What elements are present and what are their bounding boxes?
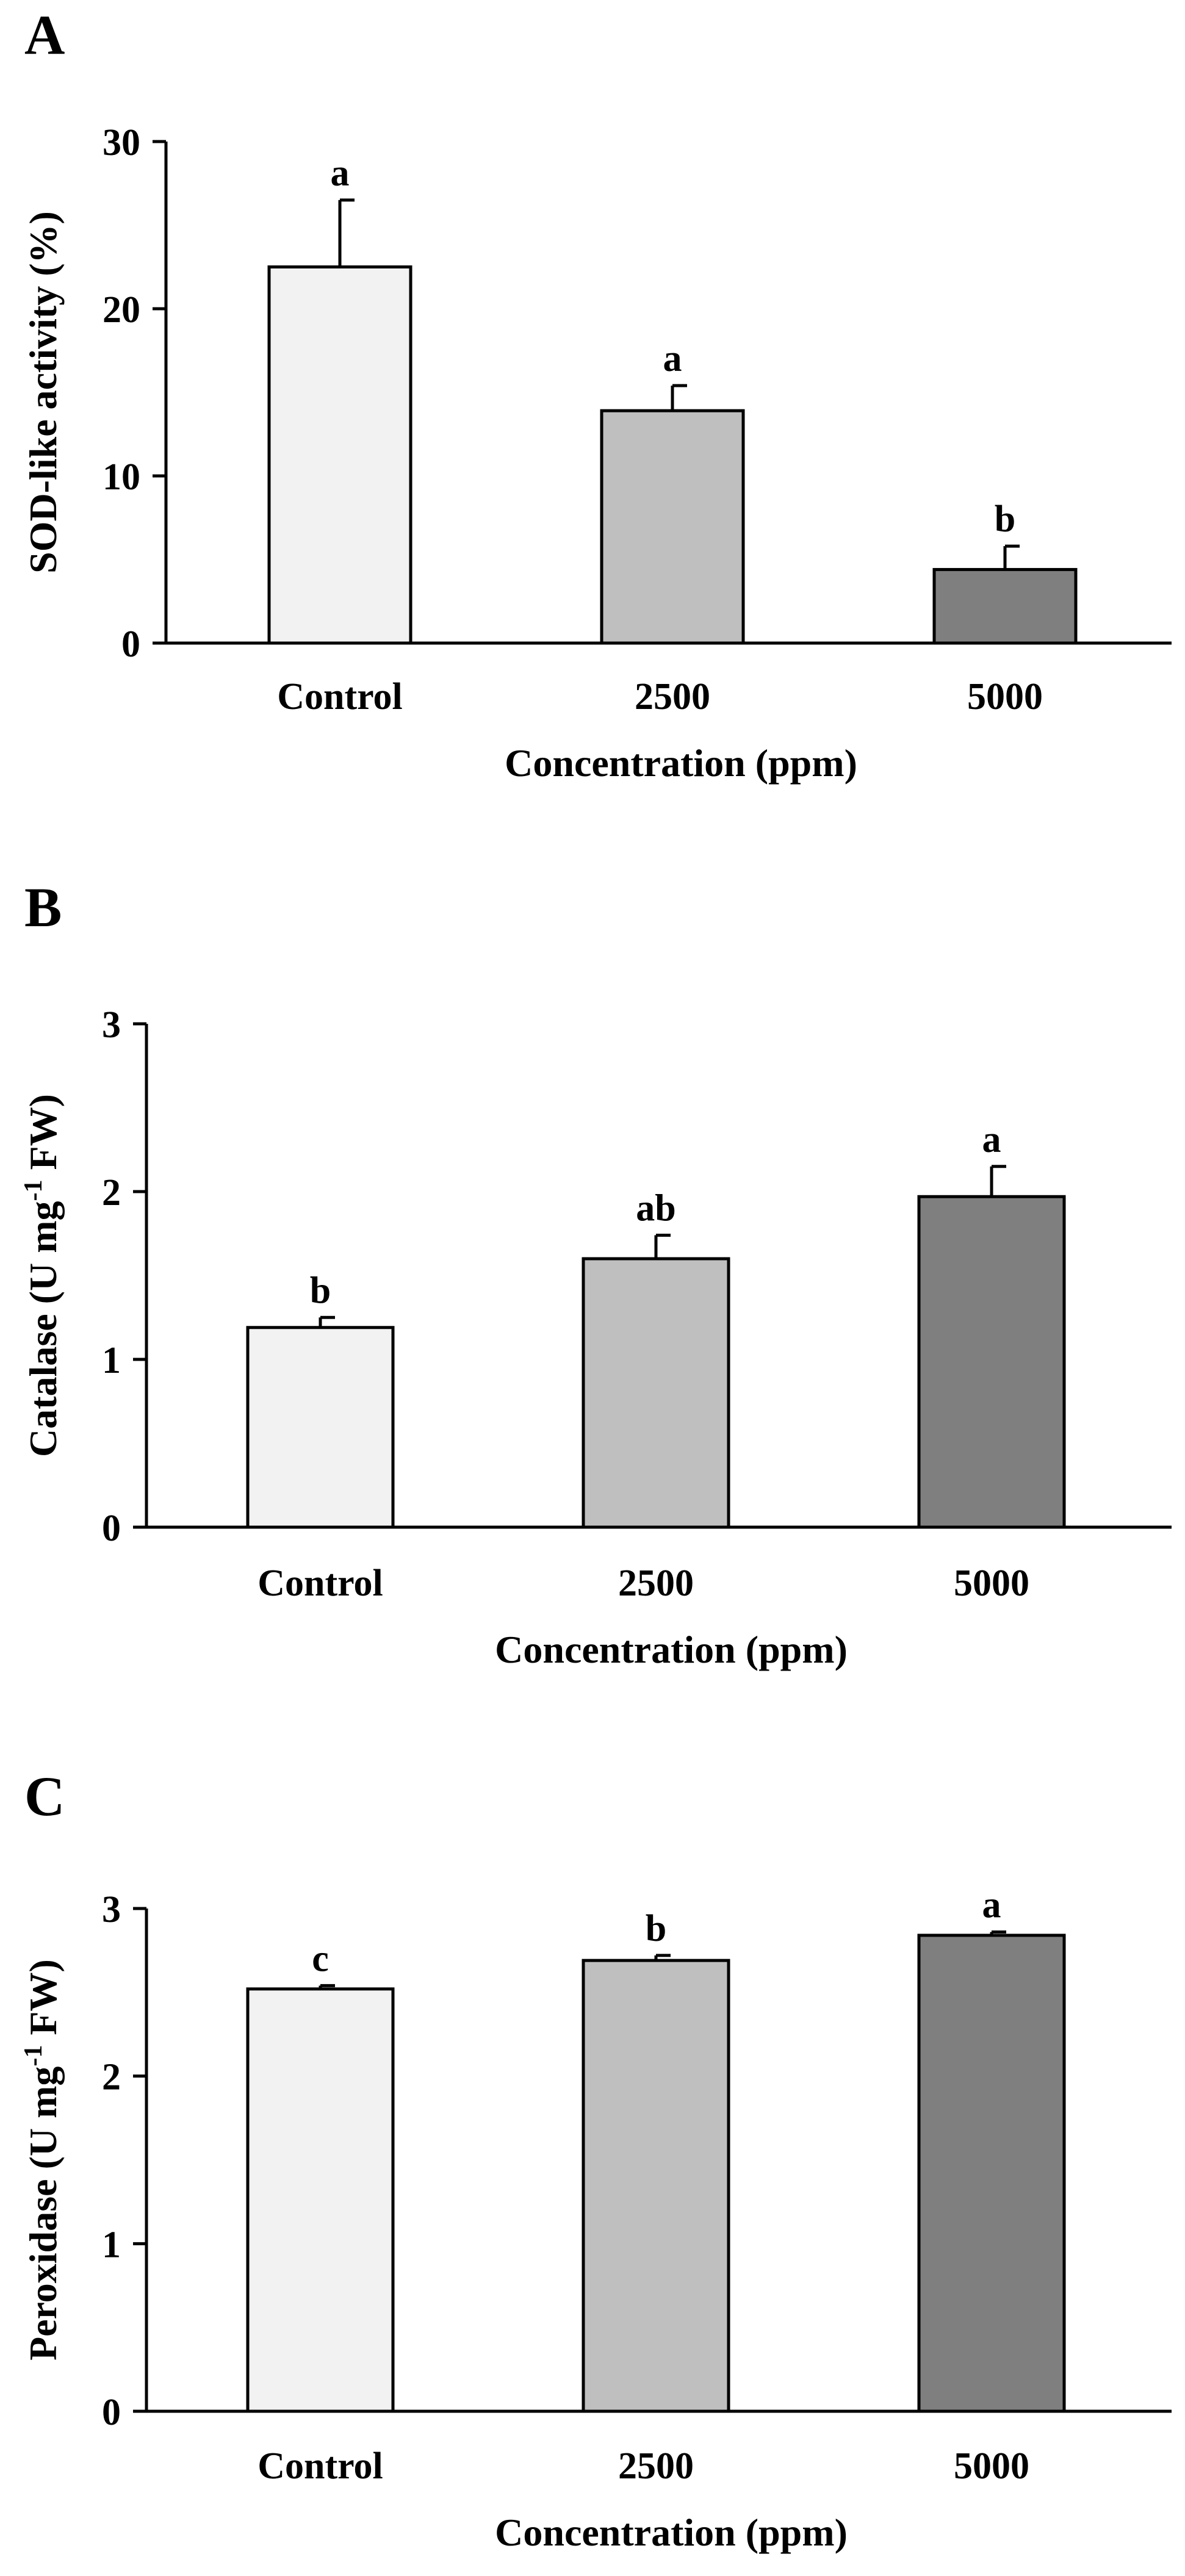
significance-label: b <box>646 1908 666 1949</box>
panel-letter: C <box>24 1765 65 1827</box>
y-tick-label: 3 <box>102 1004 121 1046</box>
y-axis-title-text: Peroxidase (U mg <box>21 2067 65 2361</box>
category-label: Control <box>258 1563 383 1604</box>
significance-label: a <box>663 338 682 380</box>
x-axis-title: Concentration (ppm) <box>495 2511 848 2554</box>
y-axis-title-tail: FW) <box>21 1959 65 2045</box>
significance-label: b <box>995 498 1015 540</box>
error-bar <box>319 1984 335 1989</box>
y-tick-label: 0 <box>121 624 140 665</box>
error-bar <box>338 198 355 267</box>
bar-2500 <box>600 409 745 645</box>
y-axis-title-text: SOD-like activity (%) <box>21 211 65 574</box>
y-tick-label: 2 <box>102 1172 121 1214</box>
x-axis-title: Concentration (ppm) <box>495 1628 848 1671</box>
category-label: Control <box>277 676 403 718</box>
x-axis-title: Concentration (ppm) <box>505 741 857 785</box>
error-bar <box>654 1954 671 1961</box>
error-bar <box>990 1930 1006 1935</box>
significance-label: ab <box>636 1188 675 1229</box>
bar-5000 <box>917 1934 1066 2413</box>
bar-2500 <box>582 1257 730 1529</box>
bar-control <box>246 1326 395 1529</box>
y-tick-label: 10 <box>103 456 140 498</box>
category-label: 2500 <box>618 2445 694 2487</box>
y-tick-label: 1 <box>102 2224 121 2265</box>
panel-a: A 0 10 20 30 a Control a 2500 b 5000 Concentration … <box>21 4 1172 785</box>
y-axis-title-superscript: -1 <box>20 2045 48 2067</box>
y-axis-title-tail: FW) <box>21 1094 65 1179</box>
y-tick-label: 30 <box>103 122 140 164</box>
y-tick-label: 2 <box>102 2057 121 2098</box>
significance-label: a <box>331 153 350 194</box>
bar-5000 <box>932 567 1078 645</box>
significance-label: a <box>982 1884 1001 1926</box>
bar-2500 <box>582 1959 730 2413</box>
bar-5000 <box>917 1195 1066 1529</box>
y-axis-title: SOD-like activity (%) <box>21 211 65 574</box>
y-tick-label: 1 <box>102 1340 121 1381</box>
error-bar <box>654 1234 671 1259</box>
error-bar <box>1003 544 1020 570</box>
y-tick-label: 0 <box>102 2392 121 2433</box>
panel-b: B 0 1 2 3 b Control ab 2500 a 5000 Concentration (p… <box>20 876 1172 1671</box>
significance-label: c <box>312 1938 329 1979</box>
category-label: 5000 <box>954 2445 1029 2487</box>
category-label: 2500 <box>635 676 710 718</box>
category-label: 5000 <box>954 1563 1029 1604</box>
category-label: Control <box>258 2445 383 2487</box>
category-label: 2500 <box>618 1563 694 1604</box>
error-bar <box>990 1165 1006 1197</box>
panel-letter: B <box>24 876 62 938</box>
bar-control <box>267 265 412 645</box>
y-tick-label: 20 <box>103 289 140 331</box>
y-axis-title: Peroxidase (U mg-1 FW) <box>20 1959 65 2361</box>
y-axis-title: Catalase (U mg-1 FW) <box>20 1094 65 1457</box>
y-tick-label: 3 <box>102 1889 121 1930</box>
y-tick-label: 0 <box>102 1508 121 1549</box>
significance-label: a <box>982 1119 1001 1160</box>
significance-label: b <box>310 1270 331 1311</box>
bar-control <box>246 1987 395 2413</box>
y-axis-title-superscript: -1 <box>20 1179 48 1201</box>
error-bar <box>671 384 687 411</box>
y-axis-title-text: Catalase (U mg <box>21 1201 65 1456</box>
panel-c: C 0 1 2 3 c Control b 2500 a 5000 Concentration (pp… <box>20 1765 1172 2554</box>
panel-letter: A <box>24 4 65 66</box>
category-label: 5000 <box>967 676 1043 718</box>
error-bar <box>319 1315 335 1328</box>
